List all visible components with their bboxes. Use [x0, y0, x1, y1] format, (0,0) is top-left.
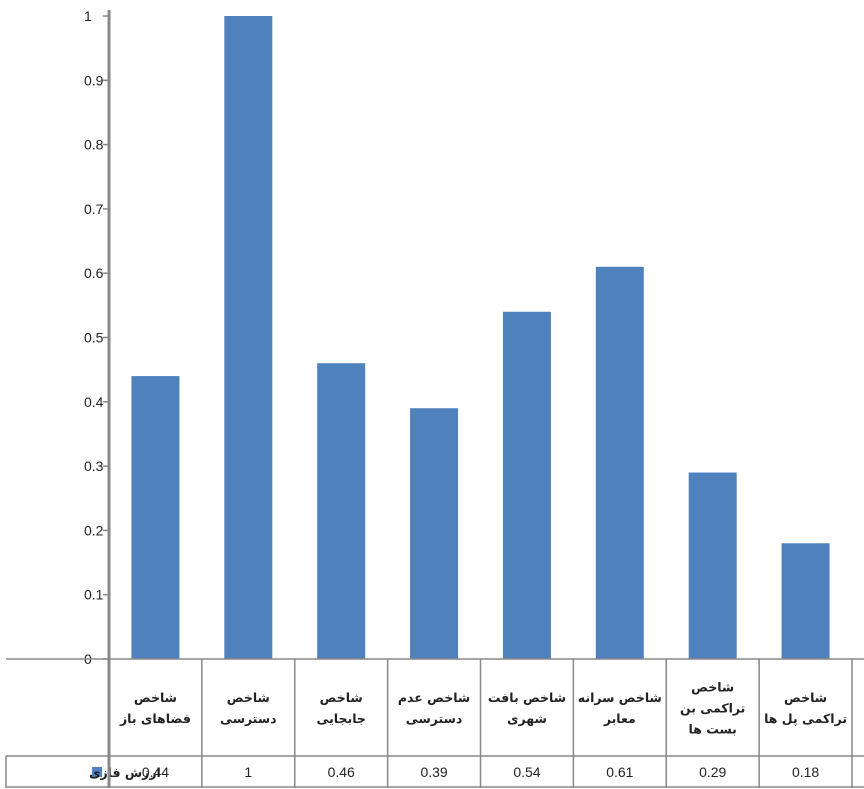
category-label-line: شاخص [784, 690, 827, 705]
category-label: شاخص جابجایی [316, 690, 365, 726]
category-label: شاخص تراکمی پل ها [764, 690, 847, 726]
bar [595, 266, 644, 659]
bar [688, 472, 737, 659]
value-label: 0.18 [792, 764, 819, 780]
category-label-line: تراکمی بن [680, 701, 745, 716]
y-tick-label: 0.2 [84, 522, 104, 538]
y-tick-label: 0.6 [84, 265, 104, 281]
category-label-line: دسترسی [406, 711, 463, 726]
value-label: 0.29 [699, 764, 726, 780]
value-label: 0.54 [513, 764, 540, 780]
legend-label: ارزش فازی [89, 765, 161, 780]
value-label: 0.44 [142, 764, 169, 780]
y-tick-label: 0.7 [84, 201, 104, 217]
category-label-line: شاخص عدم [398, 690, 470, 706]
category-label: شاخص بافت شهری [488, 690, 566, 726]
value-label: 1 [244, 764, 252, 780]
bar [224, 16, 273, 659]
category-label-line: بست ها [689, 722, 737, 737]
value-label: 0.46 [328, 764, 355, 780]
category-label: شاخص فضاهای باز [119, 690, 191, 726]
legend-swatch [92, 767, 102, 777]
y-tick-label: 0.5 [84, 330, 104, 346]
y-tick-label: 0.1 [84, 587, 104, 603]
bar [410, 408, 459, 659]
bar [502, 311, 551, 659]
category-label-line: تراکمی پل ها [764, 711, 847, 726]
value-label: 0.61 [606, 764, 633, 780]
category-label-line: جابجایی [316, 711, 365, 726]
y-axis-ticks: 00.10.20.30.40.50.60.70.80.91 [84, 8, 109, 667]
y-tick-label: 0.4 [84, 394, 104, 410]
category-label-line: شاخص سرانه [578, 690, 662, 705]
category-label: شاخص عدم دسترسی [398, 690, 470, 726]
category-label: شاخص سرانه معابر [578, 690, 662, 726]
category-label-line: شاخص [691, 680, 734, 695]
bar [131, 376, 180, 659]
bars [131, 16, 830, 659]
y-tick-label: 0.8 [84, 137, 104, 153]
category-label-line: شاخص [320, 690, 363, 705]
category-label: شاخص تراکمی بن بست ها [680, 680, 745, 737]
bar [781, 543, 830, 659]
bar [317, 363, 366, 659]
y-tick-label: 1 [84, 8, 92, 24]
category-label-line: فضاهای باز [119, 711, 191, 726]
category-label-line: شاخص بافت [488, 690, 566, 705]
y-tick-label: 0.3 [84, 458, 104, 474]
category-label-line: دسترسی [220, 711, 277, 726]
value-label: 0.39 [420, 764, 447, 780]
y-tick-label: 0.9 [84, 72, 104, 88]
category-label-line: معابر [603, 711, 636, 726]
category-label: شاخص دسترسی [220, 690, 277, 726]
category-label-line: شهری [507, 711, 547, 726]
category-label-line: شاخص [134, 690, 177, 705]
category-label-line: شاخص [227, 690, 270, 705]
